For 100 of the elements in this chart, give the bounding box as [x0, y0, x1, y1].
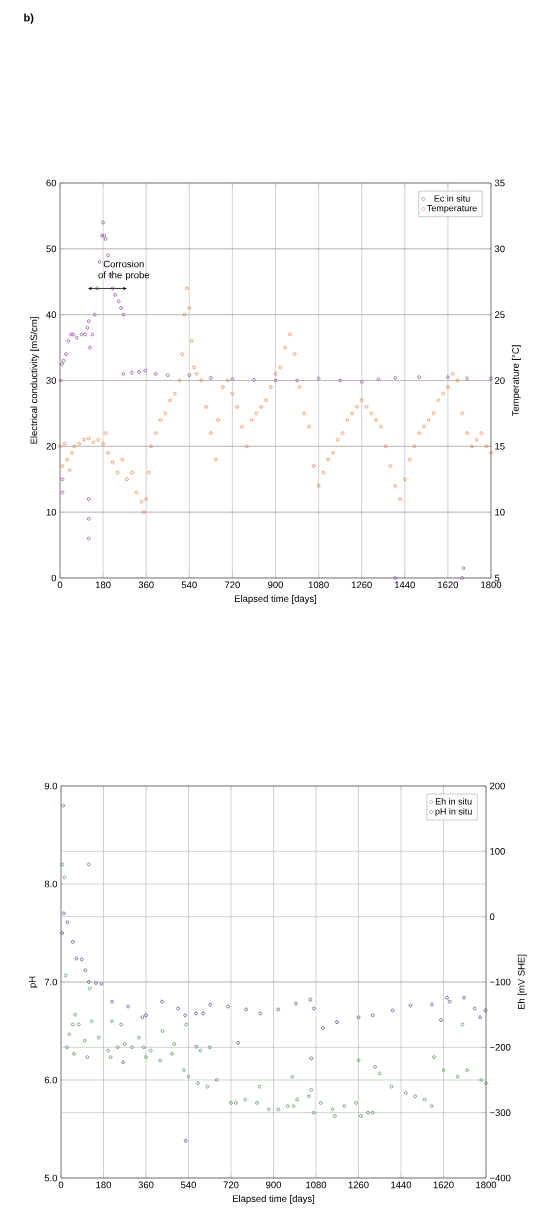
point [230, 377, 235, 381]
point [68, 332, 73, 337]
point [183, 1138, 188, 1143]
point [478, 1015, 482, 1020]
chart-title: b) [24, 13, 34, 24]
point [393, 576, 398, 580]
x-tick-label: 1440 [391, 1181, 412, 1189]
point [209, 376, 213, 380]
x-tick-label: 900 [268, 581, 284, 589]
point [61, 358, 66, 363]
y-tick-label: 9.0 [44, 782, 58, 790]
y2-tick-label: 10 [495, 508, 505, 516]
point [85, 326, 90, 330]
point [183, 1013, 187, 1018]
y2-tick-label: −400 [489, 1174, 511, 1182]
point [64, 352, 68, 356]
y-tick-label: 10 [46, 508, 57, 516]
point [79, 957, 84, 962]
point [71, 332, 75, 337]
legend-label: Eh in situ [435, 798, 472, 805]
y2-axis-title: Eh [mV SHE] [517, 954, 527, 1010]
point [252, 378, 256, 382]
point [370, 1013, 375, 1018]
y-tick-label: 40 [46, 311, 57, 319]
y2-tick-label: −200 [489, 1043, 511, 1051]
point [116, 299, 121, 304]
point [60, 362, 64, 366]
point [137, 370, 141, 374]
point [88, 345, 92, 350]
x-tick-label: 1260 [348, 1181, 369, 1189]
x-tick-label: 1440 [394, 581, 415, 589]
y-tick-label: 0 [51, 574, 57, 582]
legend-label: Temperature [427, 205, 477, 214]
point [121, 312, 126, 317]
point [71, 940, 75, 944]
y2-tick-label: 200 [489, 782, 505, 790]
point [258, 1011, 263, 1016]
point [390, 1008, 395, 1013]
x-tick-label: 1080 [308, 581, 329, 589]
point [97, 260, 102, 264]
point [276, 1007, 281, 1012]
point [462, 995, 466, 1000]
point [103, 237, 108, 241]
point [236, 1040, 240, 1045]
point [472, 1006, 477, 1011]
point [408, 1003, 413, 1008]
point [83, 332, 87, 337]
y-tick-label: 7.0 [44, 978, 58, 986]
x-tick-label: 540 [181, 581, 197, 589]
point [308, 997, 313, 1002]
point [126, 1004, 130, 1009]
point [309, 1056, 314, 1061]
point [226, 1004, 230, 1009]
point [140, 1015, 145, 1020]
x-tick-label: 1080 [306, 1181, 327, 1189]
point [119, 306, 123, 310]
point [194, 1044, 199, 1049]
point [460, 576, 465, 580]
point [86, 536, 91, 541]
point [58, 378, 63, 383]
point [489, 376, 493, 381]
point [316, 376, 321, 381]
y2-tick-label: −300 [489, 1109, 511, 1117]
point [338, 378, 342, 383]
point [194, 1011, 198, 1016]
point [94, 981, 98, 985]
point [101, 220, 105, 225]
point [461, 566, 466, 570]
x-tick-label: 0 [57, 581, 63, 589]
y-axis-title: pH [29, 976, 38, 988]
y2-tick-label: 15 [495, 443, 505, 450]
x-tick-label: 1800 [476, 1181, 497, 1189]
point [356, 1015, 361, 1020]
y2-tick-label: 25 [494, 311, 505, 319]
point [121, 372, 126, 376]
point [294, 1001, 298, 1006]
point [87, 980, 91, 984]
x-tick-label: 360 [138, 1181, 154, 1189]
x-tick-label: 540 [180, 1181, 197, 1189]
point [187, 373, 192, 378]
x-axis-title: Elapsed time [days] [232, 1195, 315, 1204]
point [92, 312, 97, 317]
point [65, 920, 70, 925]
point [99, 982, 104, 986]
point [60, 490, 65, 495]
point [86, 516, 91, 521]
point [321, 1026, 325, 1030]
x-tick-label: 900 [266, 1181, 282, 1189]
x-tick-label: 180 [96, 1181, 112, 1189]
y2-axis-title: Temperature [°C] [511, 345, 521, 417]
point [417, 375, 421, 379]
point [430, 1002, 434, 1007]
point [335, 1020, 339, 1024]
point [376, 377, 381, 381]
point [160, 999, 164, 1004]
x-tick-label: 0 [58, 1181, 64, 1189]
y-tick-label: 30 [46, 377, 57, 384]
point [102, 233, 107, 238]
point [106, 253, 110, 258]
point [62, 911, 66, 916]
